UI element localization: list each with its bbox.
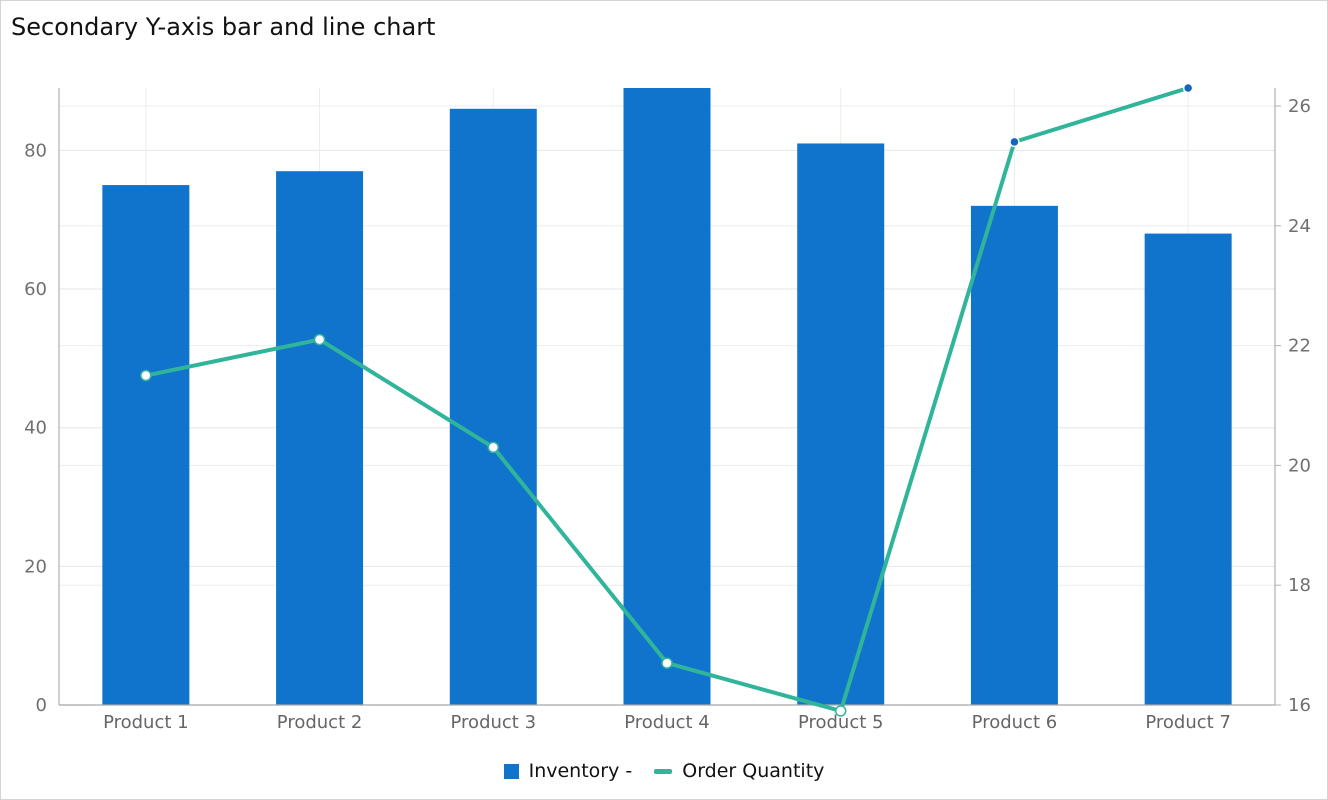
legend-swatch-inventory (503, 763, 519, 779)
category-label: Product 2 (277, 712, 363, 733)
left-tick-label: 60 (24, 279, 47, 300)
category-labels: Product 1 Product 2 Product 3 Product 4 Prod… (103, 712, 1231, 733)
right-tick-label: 16 (1288, 695, 1311, 716)
bar-series-inventory (102, 88, 1232, 706)
right-tick-label: 18 (1288, 575, 1311, 596)
axes (58, 88, 1276, 706)
left-axis-ticks: 0 20 40 60 80 (24, 140, 47, 716)
legend-label-order-quantity: Order Quantity (682, 760, 825, 782)
legend-label-inventory: Inventory - (528, 760, 633, 782)
right-tick-label: 24 (1288, 216, 1311, 237)
left-tick-label: 20 (24, 556, 47, 577)
line-point (1182, 82, 1194, 94)
right-tick-label: 20 (1288, 455, 1311, 476)
line-point (313, 333, 326, 346)
left-tick-label: 40 (24, 418, 47, 439)
left-tick-label: 0 (36, 695, 47, 716)
line-point (140, 369, 152, 382)
right-tick-label: 22 (1288, 336, 1311, 357)
line-point (834, 705, 847, 717)
category-label: Product 5 (798, 712, 884, 733)
category-label: Product 1 (103, 712, 189, 733)
right-axis-ticks: 16 18 20 22 24 26 (1275, 96, 1311, 716)
right-tick-label: 26 (1288, 96, 1311, 117)
bar (797, 143, 885, 705)
line-point (487, 441, 500, 454)
bar (276, 171, 364, 705)
category-label: Product 4 (624, 712, 710, 733)
bar (623, 88, 711, 705)
bar (1144, 233, 1232, 705)
category-label: Product 3 (451, 712, 537, 733)
bar (102, 185, 190, 706)
line-point (661, 657, 673, 669)
left-tick-label: 80 (24, 140, 47, 161)
bar (449, 108, 537, 706)
category-label: Product 7 (1145, 712, 1231, 733)
legend-swatch-order-quantity (654, 768, 673, 774)
line-point (1009, 136, 1020, 148)
bar (970, 205, 1058, 705)
category-label: Product 6 (972, 712, 1058, 733)
legend: Inventory - Order Quantity (0, 760, 1328, 782)
line-series-order-quantity (140, 82, 1194, 717)
chart-title: Secondary Y-axis bar and line chart (11, 13, 436, 41)
legend-item-inventory[interactable]: Inventory - (503, 760, 633, 782)
legend-item-order-quantity[interactable]: Order Quantity (654, 760, 824, 782)
